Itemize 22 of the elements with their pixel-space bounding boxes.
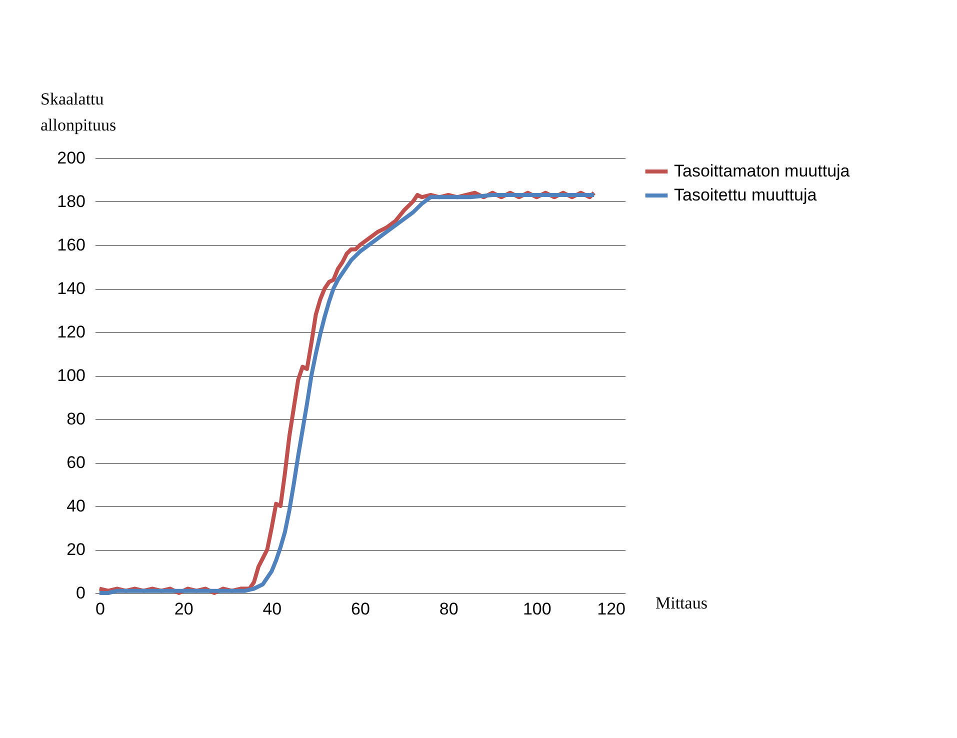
x-tick-label: 100 — [522, 600, 552, 618]
y-tick-label: 120 — [57, 322, 86, 342]
y-tick-label: 200 — [57, 148, 86, 168]
y-axis-title: Skaalattu allonpituus — [40, 90, 116, 134]
y-tick-label: 0 — [76, 584, 86, 602]
y-tick-label: 20 — [66, 540, 86, 559]
x-tick-label: 20 — [174, 600, 194, 618]
legend-label: Tasoittamaton muuttuja — [674, 162, 850, 180]
x-tick-label: 0 — [96, 600, 105, 618]
y-tick-label: 180 — [57, 192, 86, 211]
x-tick-label: 60 — [351, 600, 370, 618]
y-tick-label: 140 — [57, 279, 86, 298]
y-tick-label: 100 — [57, 366, 86, 385]
legend-label: Tasoitettu muuttuja — [674, 186, 818, 204]
y-tick-label: 80 — [66, 410, 86, 428]
y-tick-label: 40 — [66, 496, 86, 516]
x-axis-title: Mittaus — [656, 594, 708, 612]
y-tick-label: 60 — [66, 453, 86, 472]
y-tick-label: 160 — [57, 236, 86, 254]
x-tick-label: 40 — [262, 600, 282, 618]
x-tick-label: 80 — [439, 600, 458, 618]
x-tick-label: 120 — [597, 600, 626, 618]
